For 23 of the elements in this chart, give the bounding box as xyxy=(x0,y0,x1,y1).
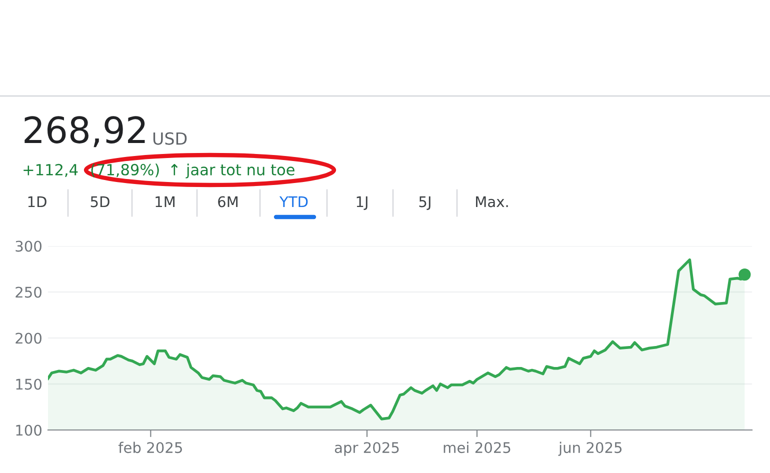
text: USD xyxy=(153,132,187,145)
x-tick-label: feb 2025 xyxy=(118,442,182,454)
text: 5J xyxy=(419,196,430,210)
text: 1J xyxy=(356,196,368,210)
text: 5D xyxy=(90,196,110,208)
y-tick-label: 100 xyxy=(16,424,42,436)
x-tick-label: apr 2025 xyxy=(334,442,399,456)
text: 6M xyxy=(218,196,238,208)
text: YTD xyxy=(279,196,308,208)
y-tick-label: 250 xyxy=(16,286,42,298)
text: (71,89%) xyxy=(91,164,159,178)
text: jaar tot nu toe xyxy=(186,164,294,178)
text: 1D xyxy=(28,196,46,208)
text: +112,4 xyxy=(24,164,78,177)
y-tick-label: 300 xyxy=(16,240,42,252)
y-tick-label: 150 xyxy=(16,378,42,390)
x-tick-label: mei 2025 xyxy=(444,442,510,454)
text: 1M xyxy=(156,196,175,208)
text: Max. xyxy=(476,196,508,208)
x-tick-label: jun 2025 xyxy=(558,442,622,456)
text: ↑ xyxy=(171,164,178,176)
text: 268,92 xyxy=(24,116,145,148)
y-tick-label: 200 xyxy=(16,332,42,344)
